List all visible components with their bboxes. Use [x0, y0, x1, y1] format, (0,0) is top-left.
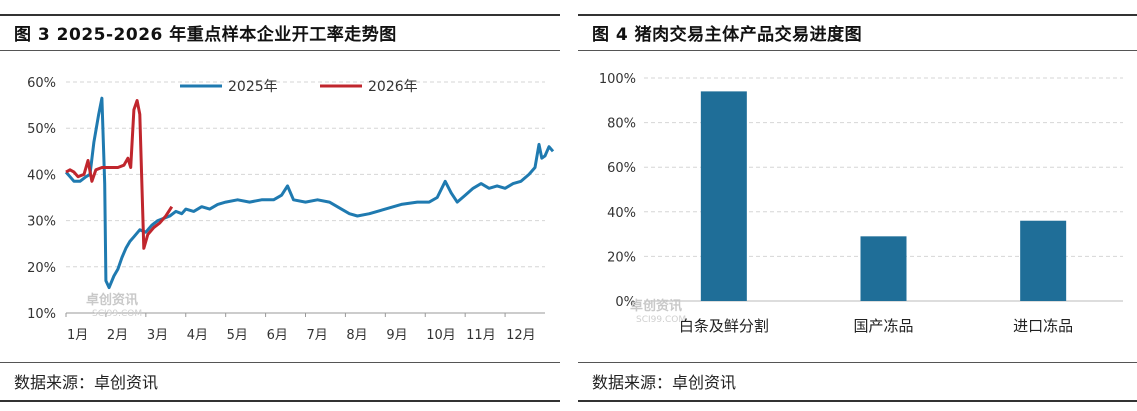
source-rule-top: [578, 362, 1137, 363]
figure-title: 图 4 猪肉交易主体产品交易进度图: [592, 25, 863, 45]
x-tick-label: 4月: [187, 328, 208, 343]
legend-label: 2026年: [368, 79, 418, 95]
x-tick-label: 5月: [227, 328, 248, 343]
bottom-rule: [0, 400, 560, 402]
series-line-1: [65, 99, 174, 250]
x-tick-label: 1月: [67, 328, 88, 343]
x-tick-label: 2月: [107, 328, 128, 343]
y-tick-label: 20%: [27, 261, 56, 276]
line-chart: 10% 20% 30% 40% 50% 60% 1月 2月 3月 4月 5月 6月 7月 8月 9月 10月 1…: [27, 76, 555, 343]
y-tick-label: 60%: [607, 161, 636, 176]
source-rule-top: [0, 362, 560, 363]
watermark-text: 卓创资讯: [630, 298, 682, 314]
data-source: 数据来源：卓创资讯: [14, 373, 159, 392]
x-category-label: 国产冻品: [853, 317, 913, 335]
bar: [1020, 220, 1067, 301]
x-tick-label: 12月: [506, 328, 536, 343]
watermark-text: 卓创资讯: [86, 292, 138, 308]
watermark-text: SCI99.COM: [636, 315, 686, 325]
figure-3-panel: 图 3 2025-2026 年重点样本企业开工率走势图 10% 20% 30% 40%…: [0, 0, 560, 411]
x-tick-label: 8月: [346, 328, 367, 343]
title-rule: [0, 50, 560, 51]
legend-label: 2025年: [228, 79, 278, 95]
series-line-0: [64, 96, 555, 290]
x-category-label: 白条及鲜分割: [679, 317, 769, 335]
y-tick-label: 40%: [27, 168, 56, 183]
y-tick-label: 40%: [607, 206, 636, 221]
y-tick-label: 60%: [27, 76, 56, 91]
bottom-rule: [578, 400, 1137, 402]
y-tick-label: 50%: [27, 122, 56, 137]
x-tick-label: 9月: [386, 328, 407, 343]
y-tick-label: 10%: [27, 307, 56, 322]
y-tick-label: 30%: [27, 215, 56, 230]
y-tick-label: 100%: [599, 72, 636, 87]
figure-title: 图 3 2025-2026 年重点样本企业开工率走势图: [14, 25, 397, 45]
watermark-text: SCI99.COM: [92, 309, 142, 319]
data-source: 数据来源：卓创资讯: [592, 373, 737, 392]
x-tick-label: 7月: [307, 328, 328, 343]
title-rule: [578, 50, 1137, 51]
figure-4-panel: 图 4 猪肉交易主体产品交易进度图 0% 20% 40% 60% 80% 100% 卓创资讯…: [578, 0, 1137, 411]
x-tick-label: 10月: [426, 328, 456, 343]
y-tick-label: 0%: [615, 295, 636, 310]
y-tick-label: 20%: [607, 250, 636, 265]
top-rule: [0, 14, 560, 16]
x-tick-label: 11月: [466, 328, 496, 343]
x-category-label: 进口冻品: [1013, 317, 1073, 335]
x-tick-label: 6月: [267, 328, 288, 343]
bar: [860, 236, 907, 301]
bar: [700, 91, 747, 301]
top-rule: [578, 14, 1137, 16]
y-tick-label: 80%: [607, 117, 636, 132]
x-tick-label: 3月: [147, 328, 168, 343]
